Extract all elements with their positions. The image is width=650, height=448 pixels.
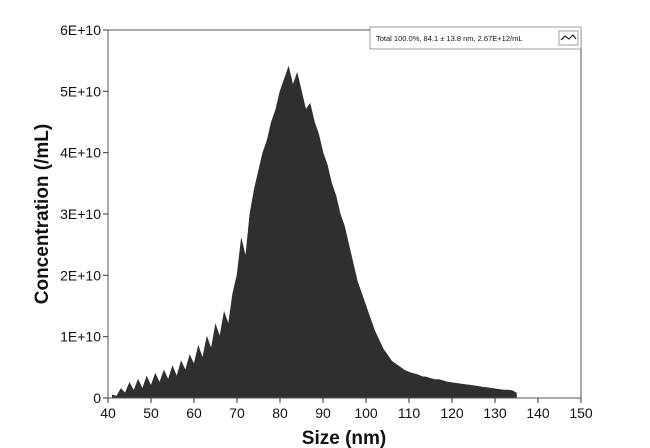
y-tick-label: 3E+10 <box>60 206 101 222</box>
x-tick-label: 70 <box>229 405 245 421</box>
x-tick-label: 150 <box>569 405 593 421</box>
x-tick-label: 90 <box>315 405 331 421</box>
legend-swatch-icon <box>560 34 577 41</box>
y-axis-title: Concentration (/mL) <box>32 124 53 305</box>
legend-box <box>369 26 582 50</box>
y-tick-label: 6E+10 <box>60 22 101 38</box>
y-tick-label: 0 <box>93 390 101 406</box>
x-axis-ticks: 40 50 60 70 80 90 100 110 120 130 140 150 <box>100 398 593 421</box>
y-tick-label: 1E+10 <box>60 329 101 345</box>
x-axis-title: Size (nm) <box>302 428 386 448</box>
x-tick-label: 40 <box>100 405 116 421</box>
x-tick-label: 110 <box>398 405 421 421</box>
x-tick-label: 130 <box>483 405 507 421</box>
concentration-area <box>112 65 517 399</box>
x-tick-label: 120 <box>440 405 464 421</box>
legend: Total 100.0%, 84.1 ± 13.8 nm, 2.67E+12/m… <box>369 26 582 50</box>
x-tick-label: 100 <box>354 405 378 421</box>
y-tick-label: 4E+10 <box>60 145 101 161</box>
legend-entry-text: Total 100.0%, 84.1 ± 13.8 nm, 2.67E+12/m… <box>376 34 523 43</box>
y-tick-label: 5E+10 <box>60 83 101 99</box>
x-tick-label: 60 <box>186 405 202 421</box>
x-tick-label: 80 <box>272 405 288 421</box>
x-tick-label: 140 <box>526 405 550 421</box>
x-tick-label: 50 <box>143 405 159 421</box>
y-axis-ticks: 0 1E+10 2E+10 3E+10 4E+10 5E+10 6E+10 <box>60 22 108 406</box>
y-tick-label: 2E+10 <box>60 267 101 283</box>
